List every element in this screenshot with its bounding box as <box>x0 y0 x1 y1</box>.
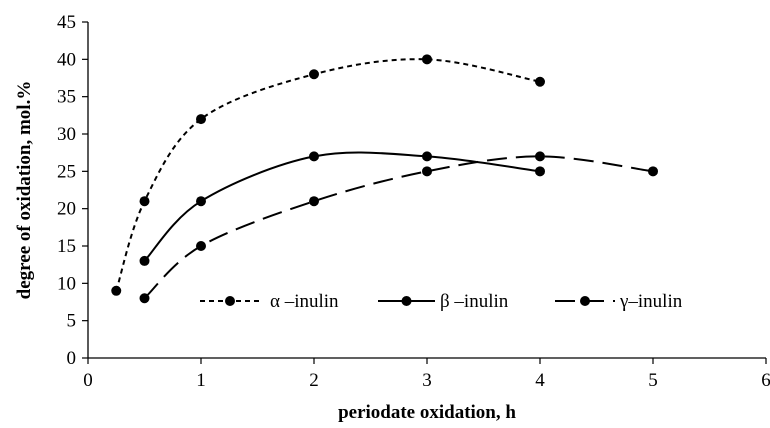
series-3 <box>139 151 658 304</box>
data-point <box>196 196 206 207</box>
x-tick-label: 6 <box>761 370 770 391</box>
legend-item: α –inulin <box>200 291 339 312</box>
x-tick-label: 5 <box>648 370 658 391</box>
x-axis-title: periodate oxidation, h <box>338 402 516 423</box>
x-tick-label: 3 <box>422 370 432 391</box>
legend-marker <box>225 296 235 306</box>
data-point <box>422 54 432 65</box>
legend-label: β –inulin <box>440 291 509 312</box>
series-2 <box>139 151 545 266</box>
y-tick-label: 15 <box>57 236 76 257</box>
data-point <box>535 151 545 162</box>
data-point <box>139 255 150 266</box>
data-point <box>309 69 319 80</box>
y-tick-label: 30 <box>57 124 76 145</box>
data-point <box>535 76 545 87</box>
y-tick-label: 10 <box>57 273 76 294</box>
y-tick-label: 45 <box>57 12 76 33</box>
legend-item: β –inulin <box>378 291 509 312</box>
data-point <box>422 151 432 162</box>
y-tick-label: 35 <box>57 87 76 108</box>
series-layer <box>111 54 658 304</box>
legend-item: γ–inulin <box>555 291 683 312</box>
data-point <box>648 166 658 177</box>
data-point <box>139 293 150 304</box>
data-point <box>196 241 206 251</box>
data-point <box>309 151 319 162</box>
x-tick-label: 0 <box>83 370 93 391</box>
series-1 <box>111 54 545 296</box>
series-line <box>115 58 541 292</box>
x-tick-label: 2 <box>309 370 319 391</box>
data-point <box>139 196 150 207</box>
legend: α –inulin β –inulin γ–inulin <box>200 291 683 312</box>
y-tick-label: 25 <box>57 161 76 182</box>
data-point <box>535 166 545 177</box>
y-tick-label: 0 <box>67 348 77 369</box>
data-point <box>111 285 122 296</box>
data-point <box>309 196 319 207</box>
y-tick-label: 40 <box>57 49 76 70</box>
x-tick-label: 4 <box>535 370 545 391</box>
x-tick-label: 1 <box>196 370 206 391</box>
y-tick-label: 20 <box>57 199 76 220</box>
y-axis-title: degree of oxidation, mol.% <box>14 81 35 300</box>
data-point <box>196 114 206 125</box>
legend-label: γ–inulin <box>619 291 683 312</box>
y-tick-label: 5 <box>67 311 77 332</box>
legend-label: α –inulin <box>270 291 339 312</box>
series-line <box>143 155 654 300</box>
legend-marker <box>580 296 590 306</box>
data-point <box>422 166 432 177</box>
legend-marker <box>401 296 412 306</box>
